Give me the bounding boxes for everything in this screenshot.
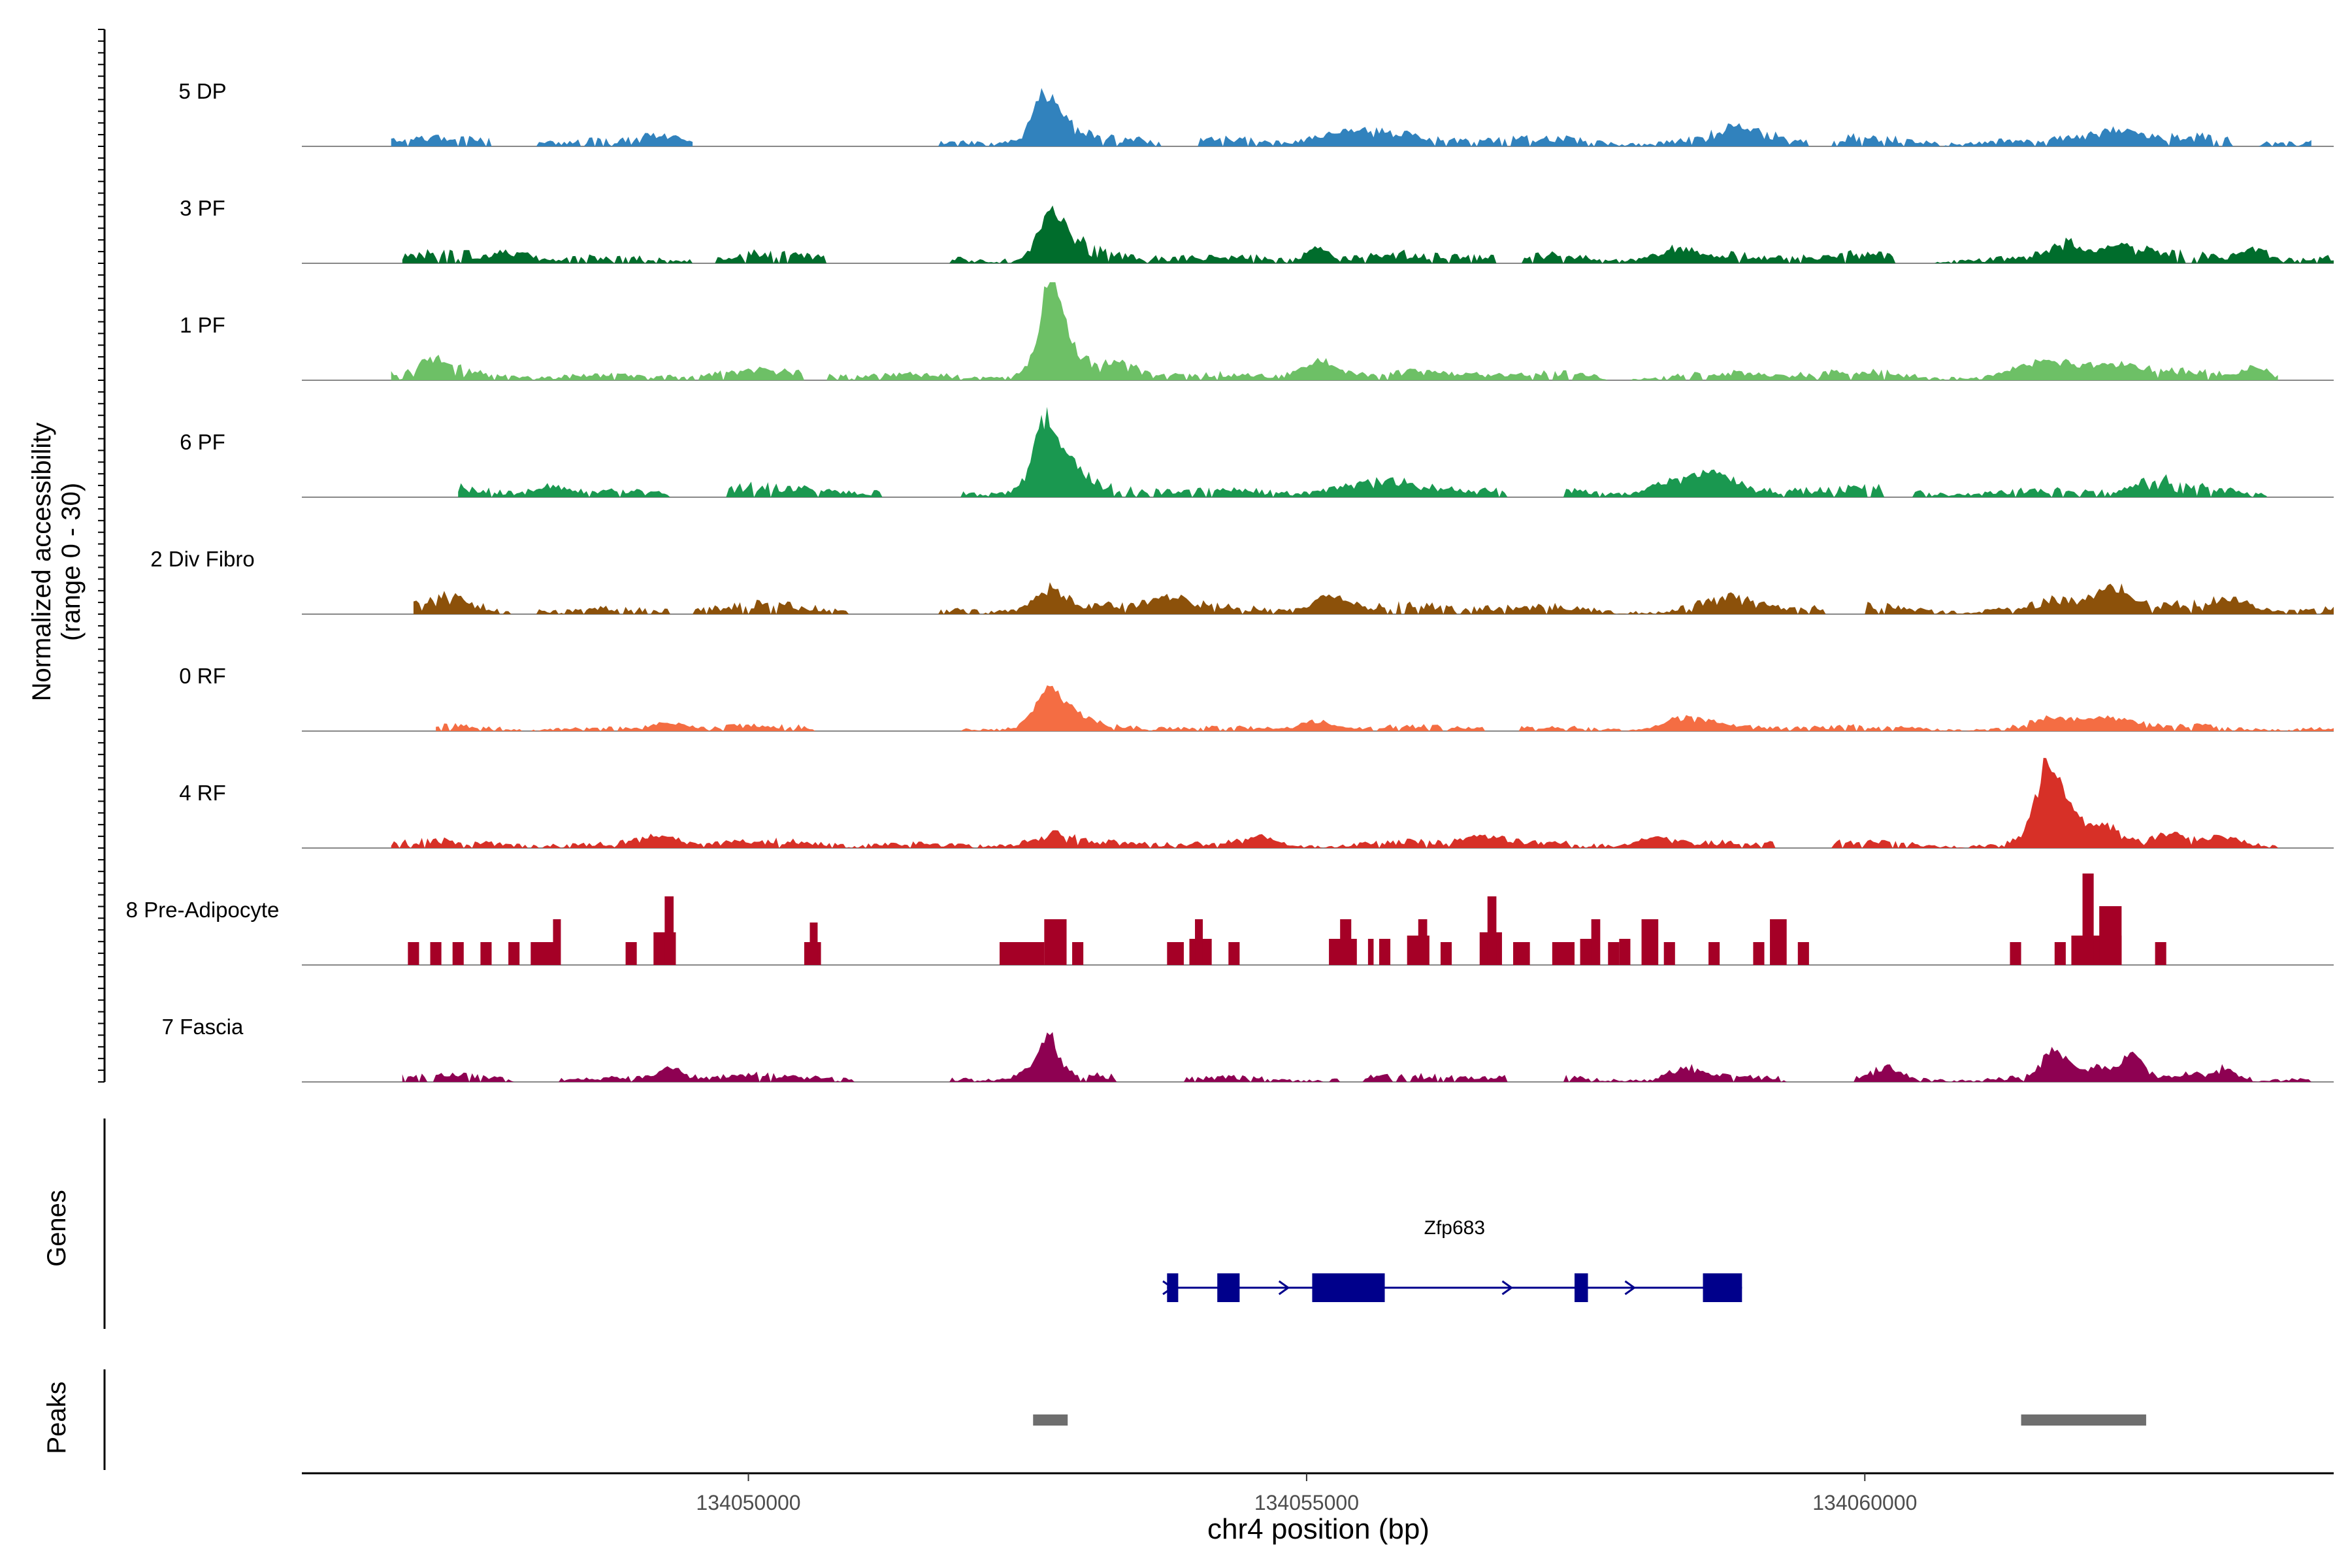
coverage-tracks: 5 DP 3 PF 1 PF 6 PF 2 Div Fibro 0 RF 4 RF 8 Pre… [126, 79, 2334, 1083]
track-6-pf: 6 PF [180, 406, 2334, 498]
signal-area [391, 88, 2311, 146]
signal-block [999, 942, 1045, 965]
signal-block [1379, 939, 1391, 965]
signal-block [1708, 942, 1720, 965]
track-label-5-dp: 5 DP [178, 79, 226, 103]
y-axis-label-line2: (range 0 - 30) [57, 483, 86, 641]
signal-block [1608, 942, 1620, 965]
x-axis: 134050000 134055000 134060000 [302, 1472, 2334, 1514]
signal-block [430, 942, 442, 965]
gene-exon [1575, 1273, 1588, 1302]
track-label-8-pre-adipocyte: 8 Pre-Adipocyte [126, 898, 280, 922]
track-label-6-pf: 6 PF [180, 430, 225, 454]
signal-block [1340, 919, 1352, 965]
x-axis-title: chr4 position (bp) [1207, 1513, 1429, 1545]
gene-exon [1217, 1273, 1240, 1302]
gene-strand-arrow [1278, 1280, 1290, 1296]
track-label-1-pf: 1 PF [180, 313, 225, 337]
track-5-dp: 5 DP [178, 79, 2334, 147]
signal-block [1367, 939, 1374, 965]
x-axis-tick-label: 134060000 [1812, 1491, 1917, 1514]
signal-area [391, 758, 2278, 848]
genes-panel-label: Genes [42, 1190, 71, 1267]
signal-block [1797, 942, 1809, 965]
track-3-pf: 3 PF [180, 196, 2334, 264]
axes [98, 29, 106, 1083]
signal-area [458, 406, 2267, 497]
signal-block [1513, 942, 1530, 965]
signal-block [1770, 919, 1787, 965]
signal-block [625, 942, 637, 965]
signal-block [508, 942, 520, 965]
gene-track: Zfp683 [103, 1119, 1742, 1329]
signal-block [1641, 919, 1659, 965]
signal-block [664, 896, 674, 965]
gene-exon [1703, 1273, 1742, 1302]
gene-exon [1312, 1273, 1385, 1302]
signal-block [1487, 896, 1497, 965]
gene-label: Zfp683 [1424, 1217, 1485, 1239]
track-label-7-fascia: 7 Fascia [162, 1015, 244, 1039]
peaks-track [103, 1369, 2146, 1470]
track-1-pf: 1 PF [180, 282, 2334, 381]
gene-strand-arrow [1162, 1280, 1174, 1296]
signal-block [2054, 942, 2066, 965]
signal-block [1552, 942, 1575, 965]
signal-area [402, 205, 2334, 263]
track-7-fascia: 7 Fascia [162, 1015, 2334, 1083]
peak-region [1033, 1414, 1068, 1426]
x-axis-tick-label: 134050000 [696, 1491, 800, 1514]
signal-block [1418, 919, 1428, 965]
track-label-3-pf: 3 PF [180, 196, 225, 220]
signal-block [1619, 939, 1631, 965]
signal-block [1440, 942, 1452, 965]
gene-strand-arrow [1624, 1280, 1637, 1296]
signal-block [1044, 919, 1067, 965]
track-label-0-rf: 0 RF [179, 664, 226, 688]
signal-block [1228, 942, 1240, 965]
signal-block [452, 942, 464, 965]
signal-block [1753, 942, 1765, 965]
x-axis-tick-label: 134055000 [1254, 1491, 1359, 1514]
signal-block [2099, 906, 2122, 965]
signal-block [1591, 919, 1601, 965]
signal-block [2155, 942, 2166, 965]
track-2-div-fibro: 2 Div Fibro [150, 547, 2334, 615]
signal-block [1167, 942, 1184, 965]
signal-area [402, 1032, 2311, 1082]
signal-block [809, 923, 818, 965]
signal-block [2082, 874, 2094, 965]
signal-area [436, 685, 2334, 731]
y-axis-label-line1: Normalized accessibility [27, 423, 56, 702]
track-0-rf: 0 RF [179, 664, 2334, 732]
signal-block [1195, 919, 1203, 965]
signal-block [480, 942, 492, 965]
track-label-4-rf: 4 RF [179, 781, 226, 805]
signal-block [553, 919, 561, 965]
peaks-panel-label: Peaks [42, 1381, 71, 1454]
signal-block [1663, 942, 1675, 965]
track-label-2-div-fibro: 2 Div Fibro [150, 547, 255, 571]
signal-area [413, 582, 2334, 614]
signal-area [391, 282, 2278, 380]
track-8-pre-adipocyte: 8 Pre-Adipocyte [126, 874, 2334, 966]
peak-region [2021, 1414, 2146, 1426]
gene-strand-arrow [1501, 1280, 1514, 1296]
signal-block [408, 942, 419, 965]
track-4-rf: 4 RF [179, 758, 2334, 849]
signal-block [2010, 942, 2021, 965]
signal-block [1072, 942, 1084, 965]
